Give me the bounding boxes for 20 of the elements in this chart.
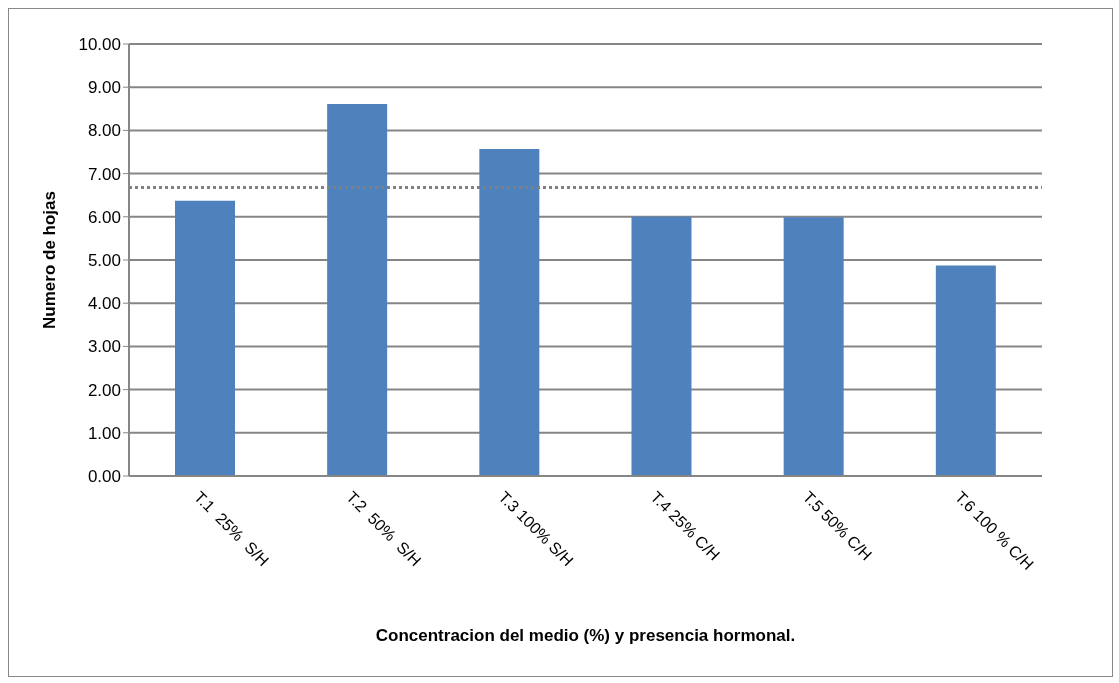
y-tick-label: 2.00 [87,380,121,400]
bar [327,104,388,476]
bar [175,200,235,476]
y-tick-label: 7.00 [87,164,121,184]
y-tick-label: 8.00 [87,121,121,141]
y-tick-label: 3.00 [87,337,121,357]
y-axis-title: Numero de hojas [40,191,60,329]
y-tick-label: 9.00 [87,78,121,98]
y-tick-label: 1.00 [87,423,121,443]
x-tick-label: T.6 100 % C/H [951,488,1037,574]
y-tick-label: 6.00 [87,207,121,227]
y-tick-label: 10.00 [78,35,121,55]
x-axis-title: Concentracion del medio (%) y presencia hormonal. [375,626,796,645]
bar [479,148,540,476]
y-tick-label: 5.00 [87,251,121,271]
bar [783,217,844,476]
y-tick-label: 4.00 [87,294,121,314]
bar [631,216,692,476]
bar [935,265,996,476]
y-tick-label: 0.00 [87,467,121,487]
